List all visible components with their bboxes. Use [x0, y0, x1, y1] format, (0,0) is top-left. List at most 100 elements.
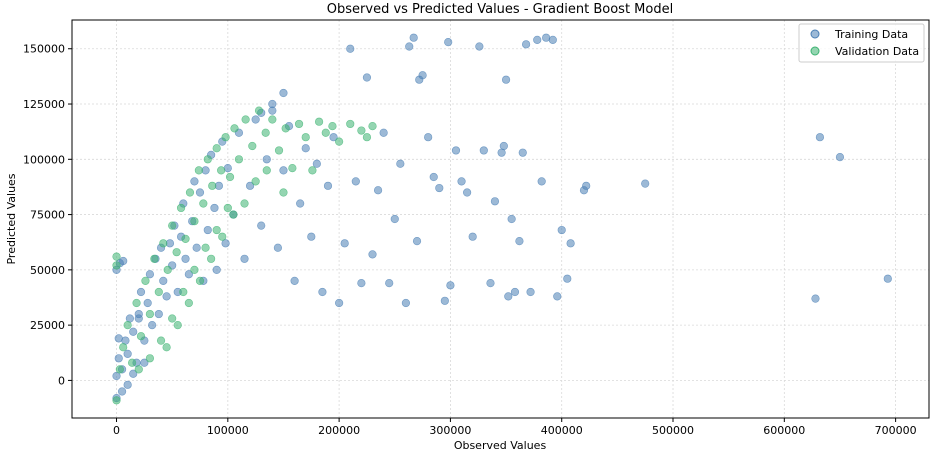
validation-point [141, 276, 150, 286]
validation-point [168, 314, 177, 323]
validation-point [362, 133, 372, 142]
training-point [641, 179, 650, 188]
training-point [537, 177, 546, 186]
validation-point [150, 254, 159, 263]
validation-point [279, 188, 288, 197]
validation-point [201, 243, 210, 252]
training-point [815, 133, 825, 142]
training-point [451, 146, 461, 155]
y-tick-label: 0 [58, 374, 65, 387]
training-point [251, 115, 260, 124]
training-point [114, 354, 123, 363]
validation-point [163, 265, 172, 274]
validation-point [248, 141, 257, 151]
x-axis-label: Observed Values [454, 439, 547, 452]
data-points [112, 33, 892, 405]
validation-point [321, 128, 330, 137]
y-tick-label: 100000 [23, 153, 65, 166]
x-tick-label: 400000 [541, 424, 583, 437]
validation-point [136, 332, 146, 341]
training-point [134, 314, 143, 323]
training-point [195, 188, 205, 197]
validation-point [185, 188, 195, 197]
training-point [504, 292, 513, 301]
training-point [117, 387, 127, 396]
training-point [210, 203, 219, 213]
validation-point [218, 232, 227, 241]
validation-point [162, 343, 171, 352]
validation-point [328, 122, 337, 131]
training-point [245, 181, 255, 190]
validation-point [194, 166, 203, 175]
validation-point [254, 106, 264, 115]
validation-point [335, 137, 344, 146]
training-point [486, 279, 495, 288]
plot-frame [71, 19, 930, 419]
legend: Training Data Validation Data [798, 23, 925, 63]
training-point [582, 181, 591, 190]
validation-point [234, 155, 244, 164]
training-point [396, 159, 405, 168]
chart-title: Observed vs Predicted Values - Gradient … [327, 2, 673, 17]
validation-point [159, 239, 168, 248]
training-point [501, 75, 511, 84]
x-tick-label: 300000 [429, 424, 471, 437]
training-point [351, 177, 360, 186]
validation-point [217, 166, 226, 175]
training-point [401, 298, 410, 308]
training-point [446, 281, 455, 290]
training-point [548, 35, 557, 45]
validation-point [112, 261, 121, 270]
validation-point [112, 252, 121, 261]
validation-point [274, 146, 284, 155]
training-point [412, 237, 422, 246]
legend-box [798, 23, 925, 63]
training-point [435, 183, 444, 193]
x-tick-label: 100000 [207, 424, 249, 437]
training-point [357, 279, 366, 288]
validation-point [261, 128, 270, 137]
training-point [475, 42, 484, 51]
validation-point [225, 172, 235, 182]
validation-point [230, 124, 239, 133]
x-tick-label: 700000 [875, 424, 917, 437]
training-point [279, 166, 288, 175]
y-axis-label: Predicted Values [5, 173, 18, 264]
training-point [203, 225, 212, 235]
x-tick-label: 500000 [652, 424, 694, 437]
training-point [318, 287, 327, 297]
validation-point [128, 358, 137, 367]
training-point [553, 292, 562, 301]
training-point [307, 232, 316, 241]
legend-marker-validation [810, 46, 820, 56]
x-tick-label: 0 [113, 424, 120, 437]
training-point [468, 232, 477, 241]
training-point [162, 292, 171, 301]
training-point [405, 42, 414, 51]
validation-point [123, 321, 132, 330]
validation-point [195, 276, 205, 286]
validation-point [212, 225, 221, 235]
training-point [346, 44, 355, 53]
training-point [181, 254, 190, 263]
training-point [463, 188, 472, 197]
training-point [563, 274, 572, 283]
validation-point [251, 177, 260, 186]
training-point [835, 152, 845, 162]
validation-point [207, 254, 216, 263]
training-point [883, 274, 892, 283]
y-axis-ticks: 0 25000 50000 75000 100000 125000 150000 [23, 43, 72, 387]
training-point [192, 243, 201, 252]
validation-point [288, 164, 297, 173]
validation-point [308, 166, 317, 175]
validation-point [212, 144, 221, 153]
validation-point [203, 155, 212, 164]
validation-point [176, 203, 186, 213]
training-point [515, 237, 524, 246]
validation-point [134, 365, 143, 374]
training-point [268, 99, 277, 109]
training-point [240, 254, 249, 263]
legend-label-validation: Validation Data [835, 45, 919, 58]
validation-point [262, 166, 271, 175]
